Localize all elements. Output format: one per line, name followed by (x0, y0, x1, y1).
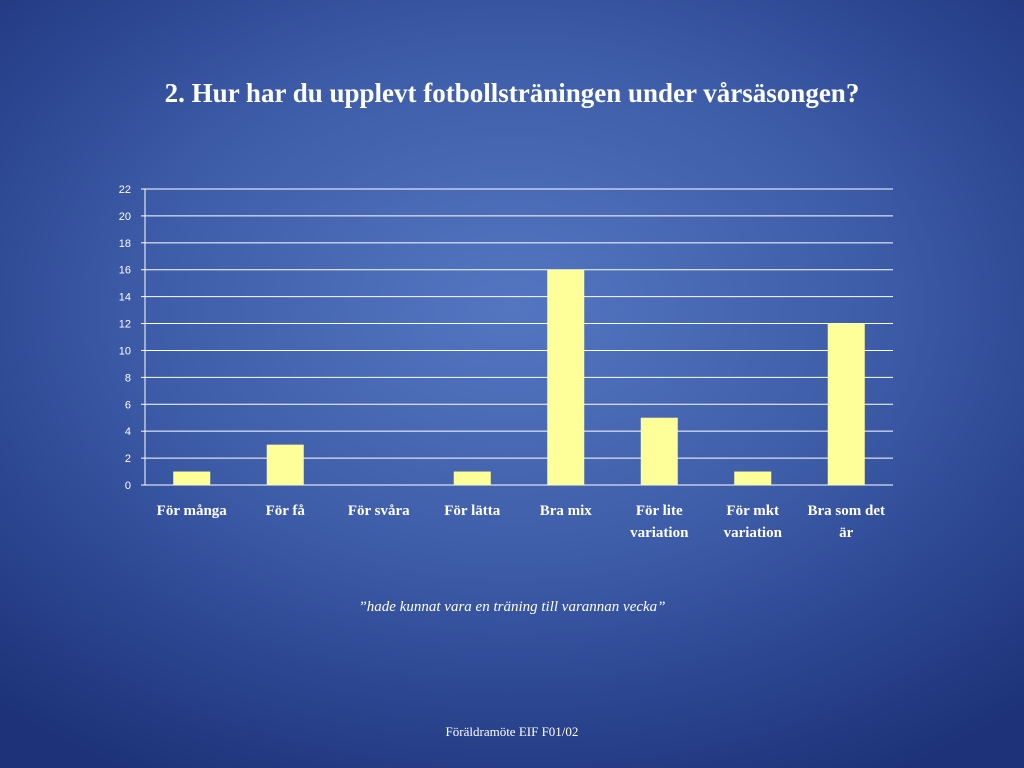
slide-footer: Föräldramöte EIF F01/02 (445, 724, 579, 739)
y-tick-label: 2 (125, 453, 131, 465)
bar (827, 323, 865, 485)
bar (734, 471, 772, 485)
y-tick-label: 0 (125, 480, 131, 492)
y-tick-label: 14 (119, 292, 131, 304)
bars (173, 269, 865, 485)
x-category-label: För få (266, 503, 306, 519)
respondent-comment: ”hade kunnat vara en träning till varann… (358, 599, 666, 615)
bar (266, 444, 304, 485)
x-category-labels: För många För få För svåra För lätta Bra mix… (157, 503, 885, 541)
y-tick-label: 10 (119, 345, 131, 357)
x-category-label: För lätta (444, 503, 500, 519)
y-tick-labels: 0 2 4 6 8 10 12 14 16 18 20 22 (119, 184, 131, 492)
x-category-label: För många (157, 503, 228, 519)
slide-title: 2. Hur har du upplevt fotbollsträningen … (164, 78, 860, 108)
x-category-label: För mkt variation (724, 503, 783, 541)
x-category-label: Bra som det är (808, 503, 886, 541)
bar-chart: 0 2 4 6 8 10 12 14 16 18 20 22 För många För få För s… (119, 184, 893, 541)
x-category-label: Bra mix (540, 503, 593, 519)
bar (173, 471, 211, 485)
y-tick-label: 8 (125, 372, 131, 384)
bar (453, 471, 491, 485)
y-tick-label: 18 (119, 238, 131, 250)
axes (141, 188, 893, 486)
y-tick-label: 20 (119, 211, 131, 223)
y-tick-label: 16 (119, 265, 131, 277)
gridlines (145, 188, 893, 459)
y-tick-label: 6 (125, 399, 131, 411)
x-category-label: För lite variation (630, 503, 689, 541)
x-category-label: För svåra (348, 503, 410, 519)
bar (640, 417, 678, 485)
y-tick-label: 4 (125, 426, 131, 438)
bar (547, 269, 585, 485)
y-tick-label: 12 (119, 319, 131, 331)
y-tick-label: 22 (119, 184, 131, 196)
